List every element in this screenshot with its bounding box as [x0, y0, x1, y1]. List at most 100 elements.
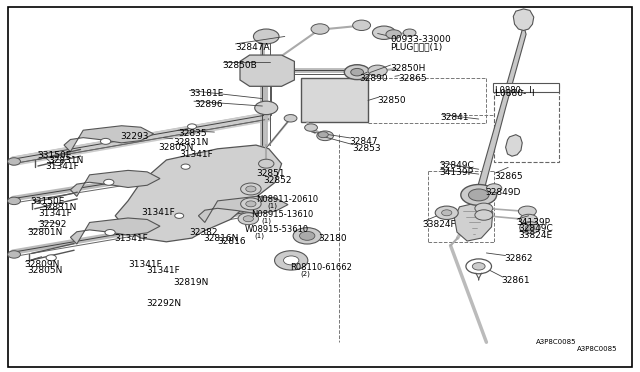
Text: 34139P: 34139P — [439, 168, 473, 177]
Text: W08915-53610: W08915-53610 — [244, 225, 308, 234]
Circle shape — [520, 214, 538, 225]
Circle shape — [486, 184, 502, 193]
Text: 31341F: 31341F — [45, 162, 79, 171]
Text: PLUGプラグ(1): PLUGプラグ(1) — [390, 43, 443, 52]
Circle shape — [461, 185, 497, 205]
Text: (1): (1) — [268, 202, 278, 209]
Circle shape — [368, 65, 387, 76]
Text: 32805N: 32805N — [159, 143, 194, 152]
Circle shape — [284, 256, 299, 265]
Text: N08911-20610: N08911-20610 — [256, 195, 318, 204]
Polygon shape — [475, 25, 526, 197]
Circle shape — [300, 231, 315, 240]
Text: 32849C: 32849C — [518, 224, 553, 233]
Text: 32853: 32853 — [352, 144, 381, 153]
Circle shape — [386, 30, 401, 39]
Circle shape — [243, 216, 253, 222]
Circle shape — [105, 230, 115, 235]
Circle shape — [351, 68, 364, 76]
Circle shape — [318, 132, 328, 138]
Polygon shape — [115, 145, 282, 242]
Circle shape — [525, 225, 534, 230]
Text: 32850: 32850 — [378, 96, 406, 105]
Circle shape — [317, 131, 333, 141]
Text: 32831N: 32831N — [49, 156, 84, 165]
Text: 32382: 32382 — [189, 228, 218, 237]
Text: 32847A: 32847A — [236, 43, 270, 52]
Text: 31341F: 31341F — [38, 209, 72, 218]
Circle shape — [472, 263, 485, 270]
Text: 32861: 32861 — [502, 276, 531, 285]
Text: 32890: 32890 — [360, 74, 388, 83]
Circle shape — [52, 160, 63, 166]
Circle shape — [305, 124, 317, 131]
Circle shape — [293, 228, 321, 244]
Circle shape — [259, 159, 274, 168]
Circle shape — [475, 203, 493, 214]
Circle shape — [353, 20, 371, 31]
Text: 32292: 32292 — [38, 220, 67, 229]
Text: L0880-  I: L0880- I — [495, 86, 532, 95]
Circle shape — [372, 26, 396, 39]
FancyBboxPatch shape — [493, 83, 559, 92]
Circle shape — [104, 179, 114, 185]
Text: N08915-13610: N08915-13610 — [251, 210, 313, 219]
Circle shape — [435, 206, 458, 219]
Circle shape — [8, 158, 20, 165]
Text: 31341F: 31341F — [114, 234, 148, 243]
Text: 32831N: 32831N — [42, 203, 77, 212]
Text: A3P8C0085: A3P8C0085 — [577, 346, 618, 352]
Circle shape — [518, 206, 536, 217]
Text: 32865: 32865 — [494, 172, 523, 181]
Text: 32850B: 32850B — [223, 61, 257, 70]
Text: 32865: 32865 — [398, 74, 427, 83]
Circle shape — [49, 203, 60, 209]
Text: 31341F: 31341F — [179, 150, 213, 158]
Circle shape — [442, 210, 452, 216]
Text: A3P8C0085: A3P8C0085 — [536, 339, 576, 344]
Text: L0880-  I: L0880- I — [495, 89, 535, 97]
Circle shape — [466, 259, 492, 274]
Polygon shape — [454, 204, 493, 241]
Circle shape — [100, 138, 111, 144]
Text: 34139P: 34139P — [516, 218, 550, 227]
Text: 33181E: 33181E — [189, 89, 224, 98]
Circle shape — [241, 198, 261, 210]
Polygon shape — [198, 196, 288, 222]
Text: 00933-33000: 00933-33000 — [390, 35, 451, 44]
Circle shape — [275, 251, 308, 270]
Circle shape — [175, 213, 184, 218]
Circle shape — [241, 183, 261, 195]
Circle shape — [46, 255, 56, 261]
Circle shape — [255, 101, 278, 115]
Bar — [301, 78, 368, 122]
Circle shape — [284, 115, 297, 122]
Circle shape — [246, 186, 256, 192]
Text: 32852: 32852 — [264, 176, 292, 185]
Text: 32862: 32862 — [504, 254, 533, 263]
Circle shape — [253, 29, 279, 44]
Circle shape — [520, 222, 540, 234]
Polygon shape — [506, 135, 522, 156]
Polygon shape — [240, 55, 294, 86]
Text: (1): (1) — [255, 232, 265, 238]
Text: 32809N: 32809N — [24, 260, 60, 269]
Text: 32835: 32835 — [178, 129, 207, 138]
Circle shape — [8, 251, 20, 258]
Circle shape — [246, 201, 256, 207]
Text: 32816N: 32816N — [204, 234, 239, 243]
Text: 32819N: 32819N — [173, 278, 208, 287]
Text: 31341F: 31341F — [141, 208, 175, 217]
Text: 32816: 32816 — [218, 237, 246, 246]
Circle shape — [311, 24, 329, 34]
Text: 31341F: 31341F — [146, 266, 180, 275]
Circle shape — [188, 124, 196, 129]
Circle shape — [403, 29, 416, 36]
Polygon shape — [70, 170, 160, 196]
Text: 32896: 32896 — [194, 100, 223, 109]
Circle shape — [468, 189, 489, 201]
Text: R08110-61662: R08110-61662 — [291, 263, 353, 272]
Text: 33150E: 33150E — [37, 151, 72, 160]
Text: 32180: 32180 — [319, 234, 348, 243]
Text: 33824F: 33824F — [422, 220, 456, 229]
